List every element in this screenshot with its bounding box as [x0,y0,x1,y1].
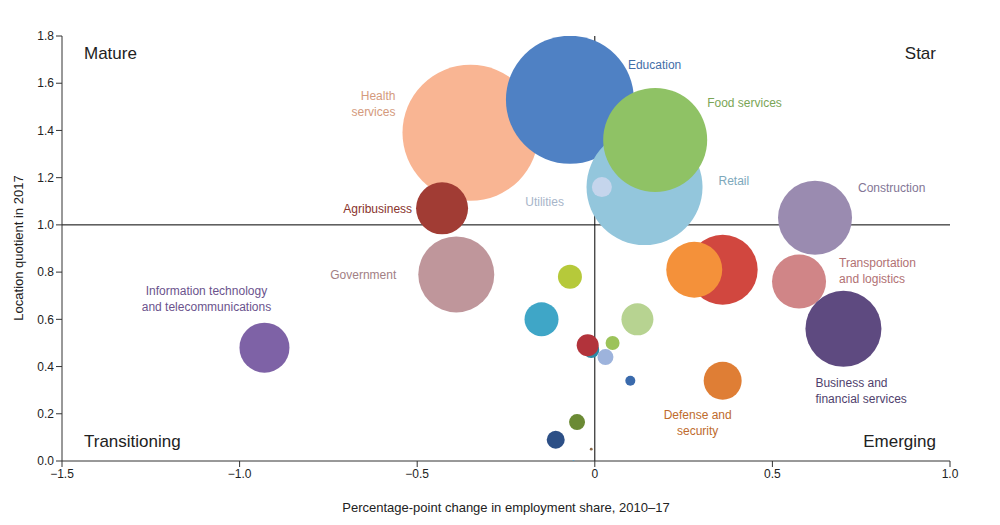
svg-text:−0.5: −0.5 [405,467,429,481]
svg-text:Retail: Retail [719,174,750,188]
html-text:Emerging: Emerging [863,432,936,451]
svg-text:0.5: 0.5 [764,467,781,481]
html-text:Transitioning: Transitioning [84,432,181,451]
svg-text:Government: Government [330,268,397,282]
svg-text:Business andfinancial services: Business andfinancial services [815,376,906,406]
svg-text:Agribusiness: Agribusiness [343,202,412,216]
svg-text:0.0: 0.0 [37,454,54,468]
svg-text:1.0: 1.0 [37,218,54,232]
svg-text:1.4: 1.4 [37,124,54,138]
svg-text:1.6: 1.6 [37,76,54,90]
svg-text:1.2: 1.2 [37,171,54,185]
svg-text:−1.0: −1.0 [228,467,252,481]
svg-text:0.2: 0.2 [37,407,54,421]
html-text:Percentage-point change in emp: Percentage-point change in employment sh… [342,500,670,515]
svg-text:Healthservices: Healthservices [351,89,395,119]
svg-text:0.8: 0.8 [37,265,54,279]
html-text:Mature: Mature [84,44,137,63]
svg-text:0.4: 0.4 [37,360,54,374]
svg-text:0: 0 [591,467,598,481]
svg-text:Construction: Construction [858,181,925,195]
svg-text:1.8: 1.8 [37,29,54,43]
svg-text:Utilities: Utilities [525,195,564,209]
svg-text:1.0: 1.0 [942,467,959,481]
html-text:Location quotient in 2017: Location quotient in 2017 [10,175,26,321]
svg-text:Information technologyand tele: Information technologyand telecommunicat… [142,284,271,314]
svg-text:Transportationand logistics: Transportationand logistics [839,256,916,286]
svg-text:Food services: Food services [707,96,782,110]
svg-text:Education: Education [628,58,681,72]
svg-text:Defense andsecurity: Defense andsecurity [664,408,732,438]
svg-text:0.6: 0.6 [37,313,54,327]
svg-text:−1.5: −1.5 [50,467,74,481]
html-text:Star: Star [904,44,936,63]
